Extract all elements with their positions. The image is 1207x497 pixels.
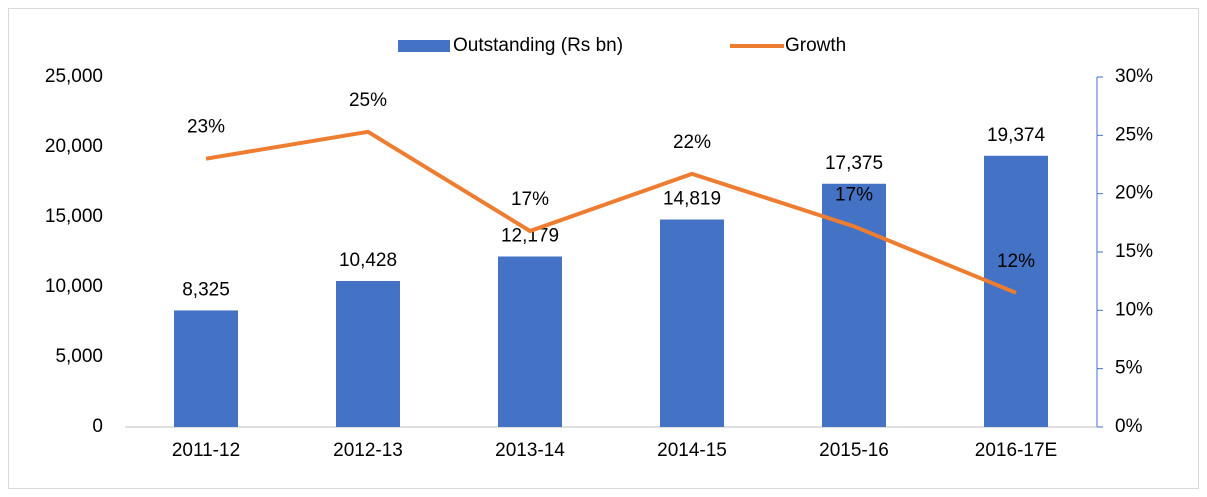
- bar-value-label: 19,374: [987, 125, 1046, 146]
- bar: [498, 256, 562, 427]
- bar-value-label: 12,179: [501, 226, 559, 247]
- y2-tick-label: 30%: [1115, 66, 1153, 87]
- bar: [336, 281, 400, 427]
- bar-value-label: 8,325: [182, 279, 230, 300]
- x-tick-label: 2016-17E: [975, 440, 1057, 461]
- y2-tick-label: 25%: [1115, 124, 1153, 145]
- line-value-label: 25%: [349, 90, 387, 111]
- line-value-label: 23%: [187, 117, 225, 138]
- y-tick-label: 25,000: [45, 66, 103, 87]
- y2-tick-label: 20%: [1115, 183, 1153, 204]
- y2-tick-label: 0%: [1115, 416, 1143, 437]
- x-tick-label: 2014-15: [657, 440, 727, 461]
- bar-value-label: 17,375: [825, 153, 883, 174]
- line-value-label: 12%: [997, 251, 1035, 272]
- y-tick-label: 20,000: [45, 136, 103, 157]
- y2-tick-label: 5%: [1115, 358, 1143, 379]
- line: [205, 129, 1017, 295]
- legend-label: Growth: [785, 35, 846, 56]
- x-tick-label: 2015-16: [819, 440, 889, 461]
- y-tick-label: 15,000: [45, 206, 103, 227]
- x-tick-label: 2013-14: [495, 440, 565, 461]
- bar-value-label: 10,428: [339, 250, 397, 271]
- legend-swatch: [398, 40, 450, 52]
- y-tick-label: 0: [92, 416, 103, 437]
- line-value-label: 17%: [511, 189, 549, 210]
- x-tick-label: 2011-12: [172, 440, 240, 461]
- line-value-label: 17%: [835, 184, 873, 205]
- y2-tick-label: 15%: [1115, 241, 1153, 262]
- y-tick-label: 5,000: [55, 346, 103, 367]
- legend-label: Outstanding (Rs bn): [453, 35, 623, 56]
- bar: [174, 310, 238, 427]
- x-tick-label: 2012-13: [333, 440, 403, 461]
- y2-tick-label: 10%: [1115, 299, 1153, 320]
- line-value-label: 22%: [673, 132, 711, 153]
- bar-value-label: 14,819: [663, 189, 721, 210]
- bar: [660, 219, 724, 427]
- y-tick-label: 10,000: [45, 276, 103, 297]
